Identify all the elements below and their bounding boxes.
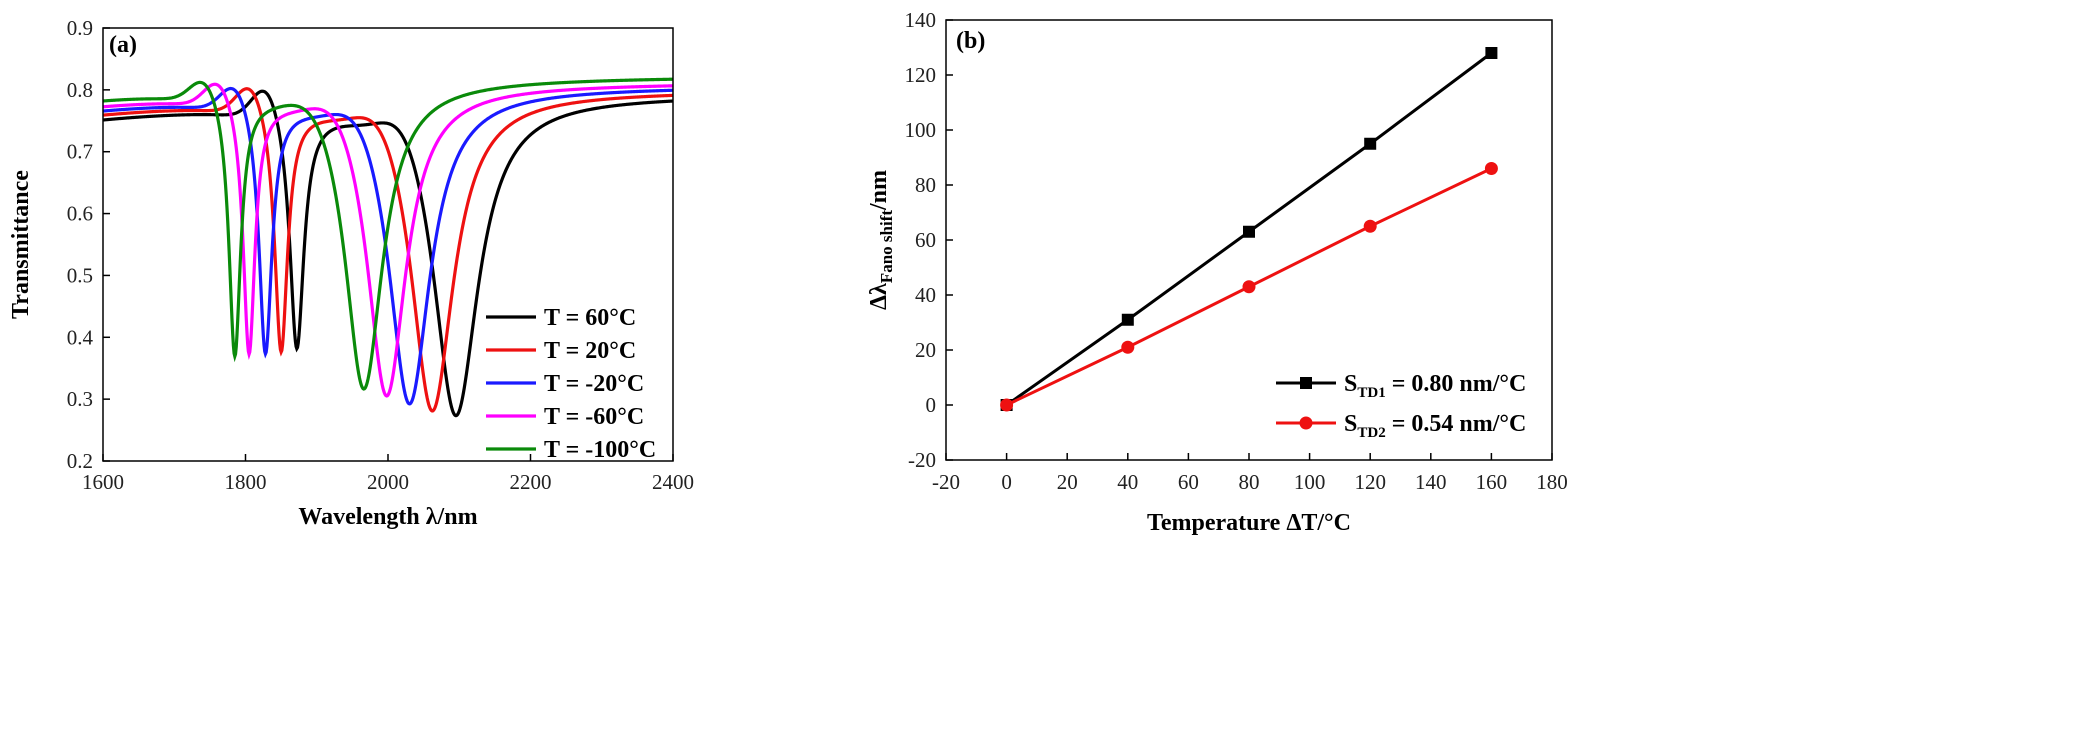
b-ytick-label: 40 [915, 283, 936, 307]
b-xtick-label: 180 [1536, 470, 1568, 494]
a-legend-label: T = -60°C [544, 404, 644, 430]
b-y-axis-label: ΔλFano shift/nm [866, 170, 896, 310]
b-xtick-label: 60 [1178, 470, 1199, 494]
b-xtick-label: 100 [1294, 470, 1326, 494]
a-ytick-label: 0.4 [67, 325, 94, 349]
a-x-axis-label: Wavelength λ/nm [298, 504, 477, 530]
b-legend-main: S [1344, 371, 1357, 397]
b-data-point [1121, 313, 1134, 326]
b-ytick-label: -20 [908, 448, 936, 472]
b-ytick-label: 20 [915, 338, 936, 362]
b-series [1000, 47, 1498, 412]
b-xtick-label: 40 [1117, 470, 1138, 494]
a-curves [102, 77, 674, 418]
b-ytick-label: 120 [905, 63, 937, 87]
b-legend-marker [1300, 377, 1312, 389]
a-xtick-label: 1600 [82, 470, 124, 494]
b-data-point [1000, 398, 1014, 412]
b-xtick-label: 0 [1001, 470, 1012, 494]
a-ytick-label: 0.6 [67, 202, 93, 226]
b-legend-sub: TD1 [1357, 385, 1385, 401]
a-legend-label: T = 60°C [544, 305, 636, 331]
b-xtick-label: 80 [1239, 470, 1260, 494]
b-xtick-label: 160 [1476, 470, 1508, 494]
b-legend-marker [1299, 416, 1313, 430]
a-ytick-label: 0.2 [67, 449, 93, 473]
a-series-line [102, 87, 674, 413]
b-xtick-label: 140 [1415, 470, 1447, 494]
b-ylabel-sub: Fano shift [877, 210, 896, 284]
b-data-point [1121, 340, 1135, 354]
a-series-line [102, 77, 674, 391]
a-ticks: 1600 1800 2000 2200 2400 0.2 0.3 0.4 0.5 0.6 0.7 0.… [67, 16, 694, 494]
b-legend-label: STD2 = 0.54 nm/°C [1344, 411, 1526, 441]
b-legend-rest: = 0.54 nm/°C [1386, 411, 1527, 437]
b-ylabel-tail: /nm [866, 170, 892, 211]
a-xtick-label: 2200 [510, 470, 552, 494]
b-xtick-label: 20 [1057, 470, 1078, 494]
a-xtick-label: 2000 [367, 470, 409, 494]
b-ytick-label: 60 [915, 228, 936, 252]
a-legend-label: T = 20°C [544, 338, 636, 364]
a-series-line [102, 86, 674, 406]
b-legend-label: STD1 = 0.80 nm/°C [1344, 371, 1526, 401]
b-plot-frame [945, 19, 1553, 461]
a-series-line [102, 82, 674, 398]
b-data-point [1484, 162, 1498, 175]
a-xtick-label: 2400 [652, 470, 694, 494]
a-legend: T = 60°C T = 20°C T = -20°C T = -60°C T = -1… [486, 305, 656, 463]
a-ytick-label: 0.7 [67, 140, 93, 164]
a-ytick-label: 0.3 [67, 387, 93, 411]
b-data-point [1364, 137, 1377, 150]
b-data-point [1485, 47, 1498, 59]
b-legend-rest: = 0.80 nm/°C [1386, 371, 1527, 397]
b-legend-sub: TD2 [1357, 425, 1385, 441]
a-ytick-label: 0.8 [67, 78, 93, 102]
b-ytick-label: 100 [905, 118, 937, 142]
a-legend-label: T = -100°C [544, 437, 656, 463]
a-xtick-label: 1800 [225, 470, 267, 494]
b-legend-main: S [1344, 411, 1357, 437]
b-data-point [1363, 219, 1377, 233]
a-series-line [102, 89, 674, 418]
a-plot-frame [102, 27, 674, 462]
a-ytick-label: 0.5 [67, 263, 93, 287]
b-xtick-label: -20 [932, 470, 960, 494]
b-data-point [1243, 225, 1255, 238]
a-panel-label: (a) [109, 32, 137, 58]
a-legend-label: T = -20°C [544, 371, 644, 397]
a-ytick-label: 0.9 [67, 16, 93, 40]
b-xtick-label: 120 [1354, 470, 1386, 494]
a-y-axis-label: Transmittance [8, 170, 34, 319]
b-ticks: -20 0 20 40 60 80 100 120 140 160 180 -20 0 20 40 60 80 1… [905, 8, 1568, 494]
b-ylabel-main: Δλ [866, 283, 892, 310]
b-ytick-label: 0 [926, 393, 937, 417]
b-ytick-label: 140 [905, 8, 937, 32]
b-ytick-label: 80 [915, 173, 936, 197]
panel-b: -20 0 20 40 60 80 100 120 140 160 180 -20 0 20 40 60 80 1… [866, 8, 1568, 536]
b-data-point [1242, 280, 1256, 294]
b-panel-label: (b) [956, 28, 985, 54]
b-x-axis-label: Temperature ΔT/°C [1147, 510, 1351, 536]
panel-a: 1600 1800 2000 2200 2400 0.2 0.3 0.4 0.5 0.6 0.7 0.… [8, 16, 694, 530]
